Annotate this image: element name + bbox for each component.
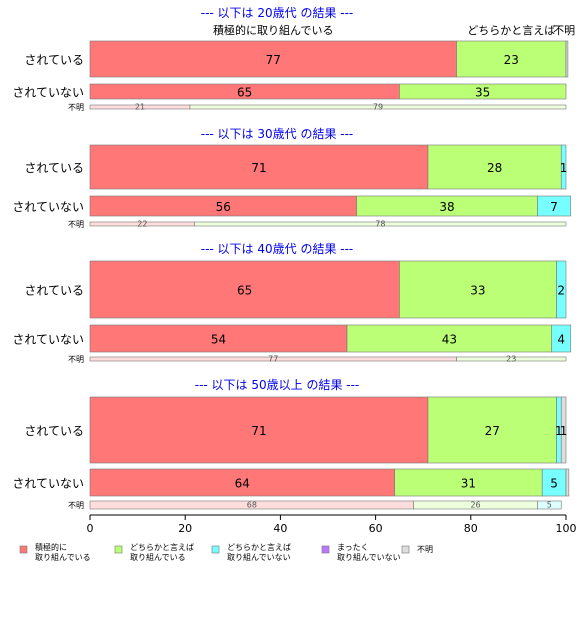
- data-label: 79: [373, 103, 383, 112]
- row-label: 不明: [68, 501, 84, 510]
- legend-swatch-s5: [401, 545, 410, 554]
- data-label: 54: [211, 333, 226, 347]
- data-label: 71: [251, 424, 266, 438]
- data-label: 23: [504, 53, 519, 67]
- legend-label: 取り組んでいる: [35, 552, 91, 562]
- row-label: されている: [24, 284, 84, 298]
- bar-segment: [565, 40, 569, 78]
- bar-segment: [456, 40, 567, 78]
- bar-segment: [537, 500, 562, 510]
- bar-segment: [399, 83, 567, 100]
- data-label: 38: [439, 200, 454, 214]
- bar-segment: [537, 195, 572, 217]
- bar-segment: [456, 356, 567, 362]
- legend-label: 積極的に: [35, 542, 67, 552]
- row-label: 不明: [68, 355, 84, 364]
- legend-label: 取り組んでいない: [337, 552, 401, 562]
- data-label: 7: [550, 200, 558, 214]
- bar-segment: [89, 324, 348, 353]
- data-label: 1: [555, 424, 563, 438]
- legend-swatch-s4: [321, 545, 330, 554]
- legend-label: 取り組んでいない: [227, 552, 291, 562]
- bar-segment: [89, 396, 429, 464]
- top-category-label-0: 積極的に取り組んでいる: [213, 23, 333, 37]
- legend-label: どちらかと言えば: [130, 542, 194, 552]
- legend-swatch-s2: [114, 545, 123, 554]
- bar-segment: [89, 144, 429, 190]
- row-label: されていない: [12, 477, 84, 491]
- bar-segment: [399, 260, 557, 319]
- group-title-3: --- 以下は 50歳以上 の結果 ---: [195, 378, 360, 392]
- legend-swatch-s3: [211, 545, 220, 554]
- data-label: 5: [547, 501, 552, 510]
- row-label: されていない: [12, 200, 84, 214]
- group-title-0: --- 以下は 20歳代 の結果 ---: [201, 6, 354, 20]
- data-label: 26: [470, 501, 480, 510]
- bar-segment: [560, 396, 567, 464]
- data-label: 77: [266, 53, 281, 67]
- top-category-label-1: どちらかと言えば: [467, 24, 555, 37]
- bar-segment: [346, 324, 553, 353]
- bar-segment: [427, 396, 557, 464]
- data-label: 2: [557, 284, 565, 298]
- data-label: 77: [268, 355, 278, 364]
- data-label: 28: [487, 161, 502, 175]
- data-label: 4: [557, 333, 565, 347]
- row-label: 不明: [68, 220, 84, 229]
- legend-label: どちらかと言えば: [227, 542, 291, 552]
- data-label: 27: [485, 424, 500, 438]
- bar-segment: [194, 221, 567, 227]
- data-label: 1: [560, 161, 568, 175]
- x-tick-label: 20: [178, 522, 192, 535]
- row-label: されていない: [12, 86, 84, 100]
- legend-label: 取り組んでいる: [130, 552, 186, 562]
- row-label: されている: [24, 424, 84, 438]
- data-label: 22: [137, 220, 147, 229]
- data-label: 64: [235, 477, 250, 491]
- bar-segment: [427, 144, 562, 190]
- data-label: 35: [475, 86, 490, 100]
- top-category-label-2: 不明: [553, 24, 575, 37]
- group-title-2: --- 以下は 40歳代 の結果 ---: [201, 242, 354, 256]
- bar-segment: [394, 468, 543, 497]
- bar-segment: [189, 104, 567, 110]
- bar-segment: [556, 260, 567, 319]
- row-label: 不明: [68, 103, 84, 112]
- bar-segment: [560, 144, 567, 190]
- data-label: 56: [216, 200, 231, 214]
- data-label: 21: [135, 103, 145, 112]
- x-tick-label: 60: [369, 522, 383, 535]
- row-label: されている: [24, 161, 84, 175]
- data-label: 33: [470, 284, 485, 298]
- bar-segment: [89, 40, 457, 78]
- x-tick-label: 80: [464, 522, 478, 535]
- bar-segment: [551, 324, 572, 353]
- data-label: 65: [237, 284, 252, 298]
- row-label: されている: [24, 53, 84, 67]
- x-tick-label: 0: [87, 522, 94, 535]
- data-label: 65: [237, 86, 252, 100]
- bar-segment: [565, 468, 570, 497]
- data-label: 5: [550, 477, 558, 491]
- x-tick-label: 100: [556, 522, 577, 535]
- row-label: されていない: [12, 333, 84, 347]
- group-title-1: --- 以下は 30歳代 の結果 ---: [201, 127, 354, 141]
- data-label: 31: [461, 477, 476, 491]
- data-label: 1: [560, 424, 568, 438]
- data-label: 68: [247, 501, 257, 510]
- data-label: 71: [251, 161, 266, 175]
- legend-label: 不明: [417, 545, 433, 554]
- bar-segment: [89, 468, 395, 497]
- bar-segment: [89, 260, 400, 319]
- data-label: 23: [506, 355, 516, 364]
- data-label: 78: [375, 220, 385, 229]
- x-tick-label: 40: [273, 522, 287, 535]
- legend-swatch-s1: [19, 545, 28, 554]
- data-label: 43: [442, 333, 457, 347]
- legend-label: まったく: [337, 543, 369, 552]
